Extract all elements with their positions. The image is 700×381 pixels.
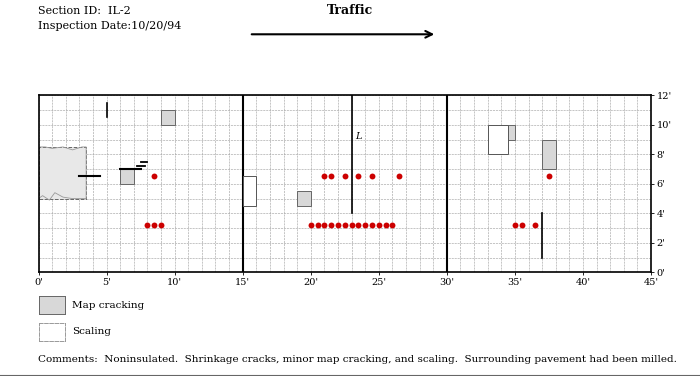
Text: Map cracking: Map cracking [72,301,144,310]
Point [543,173,554,179]
Point [318,222,330,228]
Point [318,173,330,179]
Point [148,222,160,228]
Text: Section ID:  IL-2: Section ID: IL-2 [38,6,132,16]
Point [530,222,541,228]
Point [373,222,384,228]
Text: Comments:  Noninsulated.  Shrinkage cracks, minor map cracking, and scaling.  Su: Comments: Noninsulated. Shrinkage cracks… [38,355,678,364]
Point [380,222,391,228]
Text: Traffic: Traffic [327,4,373,17]
Point [305,222,316,228]
Point [353,173,364,179]
Bar [38,147,86,199]
Point [387,222,398,228]
Point [346,222,357,228]
Bar [297,191,311,206]
Bar [501,125,515,139]
Point [155,222,167,228]
Text: Inspection Date:10/20/94: Inspection Date:10/20/94 [38,21,182,31]
Point [148,173,160,179]
Point [332,222,344,228]
Bar [542,139,556,169]
Point [326,222,337,228]
Point [516,222,527,228]
Point [510,222,521,228]
Point [312,222,323,228]
Point [360,222,371,228]
Point [366,173,377,179]
Bar [120,169,134,184]
Bar [243,176,256,206]
Point [353,222,364,228]
Text: L: L [356,132,362,141]
Point [340,173,351,179]
Text: Scaling: Scaling [72,327,111,336]
Point [366,222,377,228]
Point [340,222,351,228]
Point [393,173,405,179]
Bar [488,125,508,154]
Bar [161,110,174,125]
Point [326,173,337,179]
Point [142,222,153,228]
